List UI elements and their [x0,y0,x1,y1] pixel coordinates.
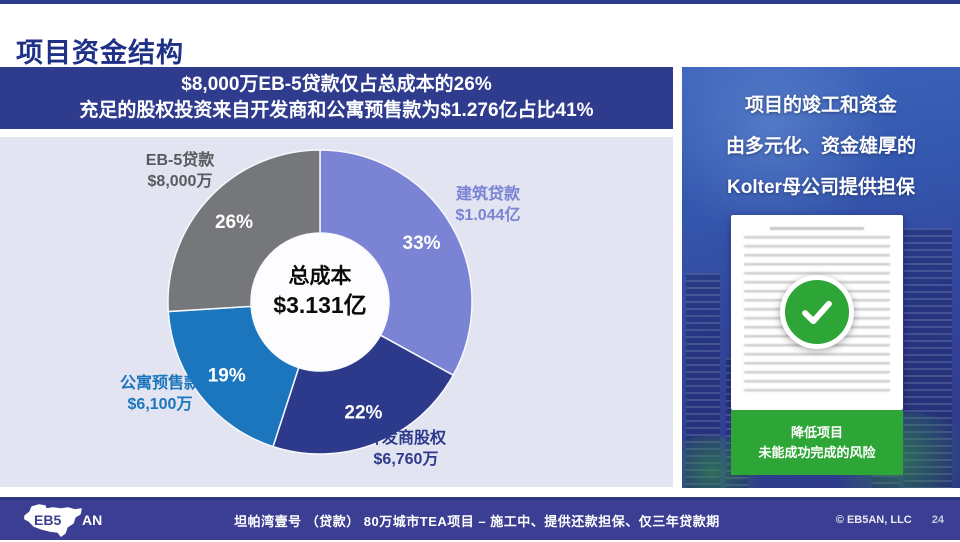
segment-percent-label: 33% [403,233,441,254]
donut-chart: 33% 22% 19% 26% [167,149,473,455]
usa-map-icon: EB5 AN [24,504,102,537]
photo-sky-glow [682,67,902,227]
segment-percent-label: 19% [208,365,246,386]
footer-bar: EB5 AN 坦帕湾壹号 （贷款） 80万城市TEA项目 – 施工中、提供还款担… [0,497,960,540]
segment-label-developer-equity: 开发商股权 $6,760万 [365,430,446,468]
guarantee-title-line-2: 由多元化、资金雄厚的 [725,136,916,157]
segment-percent-label: 26% [215,212,253,233]
funding-chart-panel: 33% 22% 19% 26% 总成本 $3.131亿 建筑贷款 $1.044亿 开发… [0,137,673,487]
document-heading-line [769,227,865,230]
svg-text:EB5: EB5 [34,512,61,528]
risk-reduction-badge: 降低项目 未能成功完成的风险 [731,410,903,475]
guarantee-title-line-1: 项目的竣工和资金 [744,95,897,116]
segment-label-eb5-loan: EB-5贷款 $8,000万 [145,152,215,190]
guarantee-title-line-3: Kolter母公司提供担保 [727,177,915,198]
donut-segment [167,305,300,448]
headline-line-1: $8,000万EB-5贷款仅占总成本的26% [181,74,492,95]
donut-segment [167,149,321,313]
checkmark-glyph [802,300,832,325]
badge-line-1: 降低项目 [790,424,843,440]
svg-text:AN: AN [82,512,102,528]
guarantee-panel: 项目的竣工和资金 由多元化、资金雄厚的 Kolter母公司提供担保 降低项目 未… [682,67,960,488]
segment-label-condo-presales: 公寓预售款 $6,100万 [119,375,200,413]
footer-copyright: © EB5AN, LLC [835,514,912,526]
guarantee-title: 项目的竣工和资金 由多元化、资金雄厚的 Kolter母公司提供担保 [682,85,960,208]
chart-headline-banner: $8,000万EB-5贷款仅占总成本的26% 充足的股权投资来自开发商和公寓预售… [0,67,673,129]
headline-line-2: 充足的股权投资来自开发商和公寓预售款为$1.276亿占比41% [79,100,594,121]
badge-line-2: 未能成功完成的风险 [758,444,876,460]
eb5an-logo: EB5 AN [22,503,118,537]
top-accent-bar [0,0,960,4]
segment-label-construction-loan: 建筑贷款 $1.044亿 [455,186,521,224]
donut-segment [272,334,455,455]
donut-segment [319,149,473,377]
green-checkmark-icon [780,275,854,349]
page-number: 24 [931,514,944,526]
page-title: 项目资金结构 [16,38,184,69]
footer-project-text: 坦帕湾壹号 （贷款） 80万城市TEA项目 – 施工中、提供还款担保、仅三年贷款… [234,513,720,529]
segment-percent-label: 22% [344,403,382,424]
